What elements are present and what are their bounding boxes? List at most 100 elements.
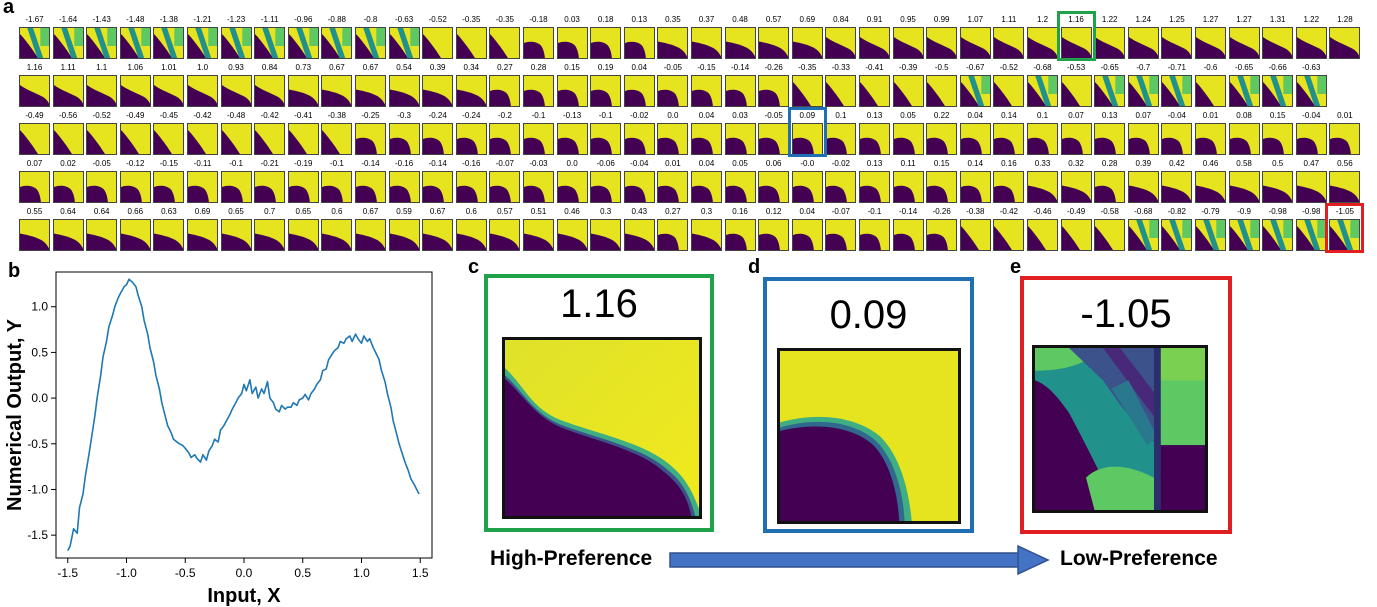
thumbnail-cell: 0.99	[925, 13, 958, 63]
thumbnail-image	[691, 75, 722, 107]
thumbnail-cell: 0.46	[1194, 157, 1227, 207]
thumbnail-image	[220, 27, 252, 59]
thumbnail-cell: 0.93	[220, 61, 253, 111]
thumbnail-value: 1.01	[161, 63, 177, 72]
thumbnail-cell: 1.24	[1127, 13, 1160, 63]
thumbnail-value: -0.65	[1100, 63, 1119, 72]
thumbnail-value: 0.5	[1272, 159, 1284, 168]
thumbnail-cell: 0.13	[858, 157, 891, 207]
thumbnail-cell: -0.68	[1026, 61, 1059, 111]
thumbnail-value: 0.08	[1236, 111, 1252, 120]
thumbnail-cell: -0.13	[556, 109, 589, 159]
thumbnail-value: -0.63	[1302, 63, 1321, 72]
thumbnail-value: -0.96	[294, 15, 313, 24]
thumbnail-image	[691, 123, 722, 155]
thumbnail-value: -0.1	[329, 159, 344, 168]
thumbnail-cell: -1.38	[152, 13, 185, 63]
thumbnail-cell: -0.15	[152, 157, 185, 207]
thumbnail-value: -0.41	[294, 111, 313, 120]
zoom-panel-high: 1.16	[484, 274, 714, 532]
thumbnail-value: 0.99	[933, 15, 950, 24]
thumbnail-image	[691, 219, 722, 251]
thumbnail-image	[254, 123, 286, 155]
thumbnail-cell: -0.66	[1261, 61, 1294, 111]
thumbnail-cell: 0.08	[1228, 109, 1261, 159]
thumbnail-cell: -0.49	[119, 109, 152, 159]
thumbnail-image	[959, 219, 991, 251]
thumbnail-cell: -0.02	[623, 109, 656, 159]
thumbnail-cell: -0.1	[320, 157, 353, 207]
thumbnail-value: 0.84	[833, 15, 849, 24]
thumbnail-cell: -0.52	[421, 13, 454, 63]
thumbnail-image	[1262, 75, 1294, 107]
thumbnail-value: 1.22	[1101, 15, 1118, 24]
thumbnail-cell: 1.28	[1328, 13, 1361, 63]
thumbnail-value: 0.15	[933, 159, 950, 168]
thumbnail-value: 0.15	[1269, 111, 1286, 120]
thumbnail-cell: -0.14	[892, 205, 925, 255]
thumbnail-image	[623, 219, 655, 251]
thumbnail-value: 0.84	[261, 63, 278, 72]
thumbnail-image	[926, 27, 958, 59]
thumbnail-cell: 0.64	[85, 205, 118, 255]
thumbnail-value: 0.05	[732, 159, 748, 168]
thumbnail-image	[119, 219, 151, 251]
thumbnail-value: 0.54	[396, 63, 412, 72]
thumbnail-cell: -0.41	[858, 61, 891, 111]
thumbnail-cell: 0.65	[287, 205, 320, 255]
thumbnail-value: -0.24	[428, 111, 447, 120]
thumbnail-cell: 0.56	[1328, 157, 1361, 207]
thumbnail-cell: 0.63	[152, 205, 185, 255]
x-axis-label: Input, X	[207, 585, 281, 607]
thumbnail-value: -0.35	[495, 15, 514, 24]
thumbnail-value: 0.32	[1068, 159, 1084, 168]
thumbnail-cell: -0.42	[992, 205, 1025, 255]
thumbnail-image	[657, 75, 689, 107]
thumbnail-value: 0.65	[295, 207, 312, 216]
thumbnail-image	[791, 219, 823, 251]
thumbnail-image	[1262, 27, 1294, 59]
thumbnail-cell: 0.16	[724, 205, 757, 255]
thumbnail-value: -0.02	[630, 111, 649, 120]
thumbnail-cell: 0.01	[1194, 109, 1227, 159]
thumbnail-image	[1195, 27, 1226, 59]
thumbnail-value: -0.1	[867, 207, 882, 216]
thumbnail-image	[455, 75, 487, 107]
thumbnail-cell: 0.01	[656, 157, 689, 207]
thumbnail-cell: -0.53	[1060, 61, 1093, 111]
thumbnail-value: -0.56	[58, 111, 78, 120]
thumbnail-cell: 0.1	[824, 109, 857, 159]
thumbnail-image	[19, 219, 50, 251]
thumbnail-image	[86, 123, 118, 155]
thumbnail-image	[1094, 123, 1126, 155]
thumbnail-cell: 1.22	[1295, 13, 1328, 63]
thumbnail-cell: 0.22	[925, 109, 958, 159]
thumbnail-image	[657, 171, 689, 203]
thumbnail-value: -0.25	[361, 111, 380, 120]
thumbnail-image	[1161, 171, 1193, 203]
thumbnail-value: -1.05	[1335, 207, 1354, 216]
thumbnail-image	[1295, 75, 1327, 107]
thumbnail-value: 0.33	[1034, 159, 1051, 168]
x-tick-label: 1.5	[412, 566, 429, 580]
thumbnail-cell: -0.07	[824, 205, 857, 255]
thumbnail-image	[1161, 27, 1193, 59]
thumbnail-cell: 0.01	[1328, 109, 1361, 159]
thumbnail-value: -0.67	[966, 63, 985, 72]
thumbnail-value: -0.15	[159, 159, 178, 168]
panel-c-label: c	[468, 256, 480, 278]
thumbnail-value: 0.1	[1036, 111, 1049, 120]
thumbnail-cell: 0.07	[1060, 109, 1093, 159]
thumbnail-cell: 0.84	[253, 61, 286, 111]
zoom-image-mid	[777, 348, 961, 524]
thumbnail-image	[959, 27, 991, 59]
thumbnail-image	[254, 75, 286, 107]
thumbnail-value: -0.05	[92, 159, 111, 168]
thumbnail-image	[187, 219, 218, 251]
thumbnail-cell: 0.04	[623, 61, 656, 111]
thumbnail-value: 1.28	[1337, 15, 1353, 24]
thumbnail-value: 0.59	[396, 207, 412, 216]
thumbnail-cell: -0.42	[253, 109, 286, 159]
thumbnail-value: -0.1	[531, 111, 546, 120]
thumbnail-image	[556, 75, 588, 107]
